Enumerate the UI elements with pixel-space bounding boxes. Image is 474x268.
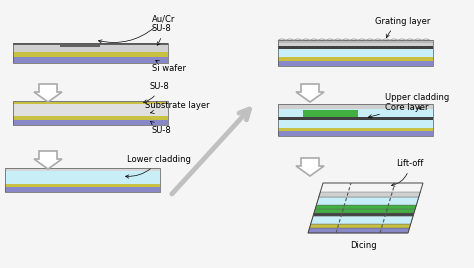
Bar [13,102,168,104]
Bar [278,128,433,131]
Text: Core layer: Core layer [368,103,428,118]
Bar [13,101,168,125]
Bar [278,57,433,61]
Bar [278,46,433,49]
Bar [13,43,168,45]
Text: SU-8: SU-8 [152,24,172,45]
Polygon shape [34,151,62,169]
Polygon shape [314,209,415,213]
Bar [5,171,160,184]
Text: Grating layer: Grating layer [375,17,430,38]
Bar [13,104,168,116]
Text: Lift-off: Lift-off [392,159,423,186]
Text: Au/Cr: Au/Cr [99,14,175,43]
Polygon shape [319,192,420,197]
Polygon shape [313,213,414,216]
Bar [5,168,160,171]
Bar [278,40,433,66]
Polygon shape [315,205,416,209]
Text: SU-8: SU-8 [144,82,170,103]
Bar [13,101,168,125]
Text: Lower cladding: Lower cladding [126,155,191,178]
Bar [278,49,433,57]
Bar [278,104,433,136]
Text: Dicing: Dicing [350,241,376,250]
Text: SU-8: SU-8 [150,121,172,135]
Bar [303,110,358,117]
Bar [13,120,168,125]
Bar [5,168,160,192]
Polygon shape [296,84,324,102]
Text: Si wafer: Si wafer [152,60,186,73]
Text: Upper cladding: Upper cladding [385,93,449,109]
Bar [278,104,433,136]
Bar [278,104,433,109]
Bar [13,45,168,52]
Bar [278,117,433,120]
Bar [278,61,433,66]
Bar [13,43,168,63]
Bar [13,43,168,63]
Bar [5,187,160,192]
Polygon shape [310,224,410,228]
Polygon shape [308,228,410,233]
Bar [60,43,100,47]
Bar [5,168,160,192]
Bar [13,52,168,57]
Polygon shape [317,197,419,205]
Bar [13,116,168,120]
Bar [278,40,433,43]
Polygon shape [310,216,413,224]
Bar [13,101,168,102]
Bar [278,120,433,128]
Bar [278,131,433,136]
Bar [5,184,160,187]
Polygon shape [296,158,324,176]
Bar [13,57,168,63]
Polygon shape [34,84,62,102]
Text: Substrate layer: Substrate layer [145,101,210,114]
Bar [278,40,433,66]
Bar [278,43,433,46]
Bar [278,109,433,117]
